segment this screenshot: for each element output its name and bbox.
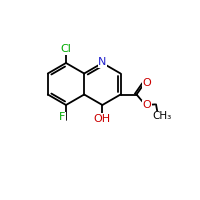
Text: OH: OH xyxy=(94,114,111,124)
Text: O: O xyxy=(142,78,151,88)
Text: CH₃: CH₃ xyxy=(153,111,172,121)
Text: O: O xyxy=(142,100,151,110)
Text: F: F xyxy=(59,112,66,122)
Text: N: N xyxy=(98,57,107,67)
Text: Cl: Cl xyxy=(61,44,71,54)
